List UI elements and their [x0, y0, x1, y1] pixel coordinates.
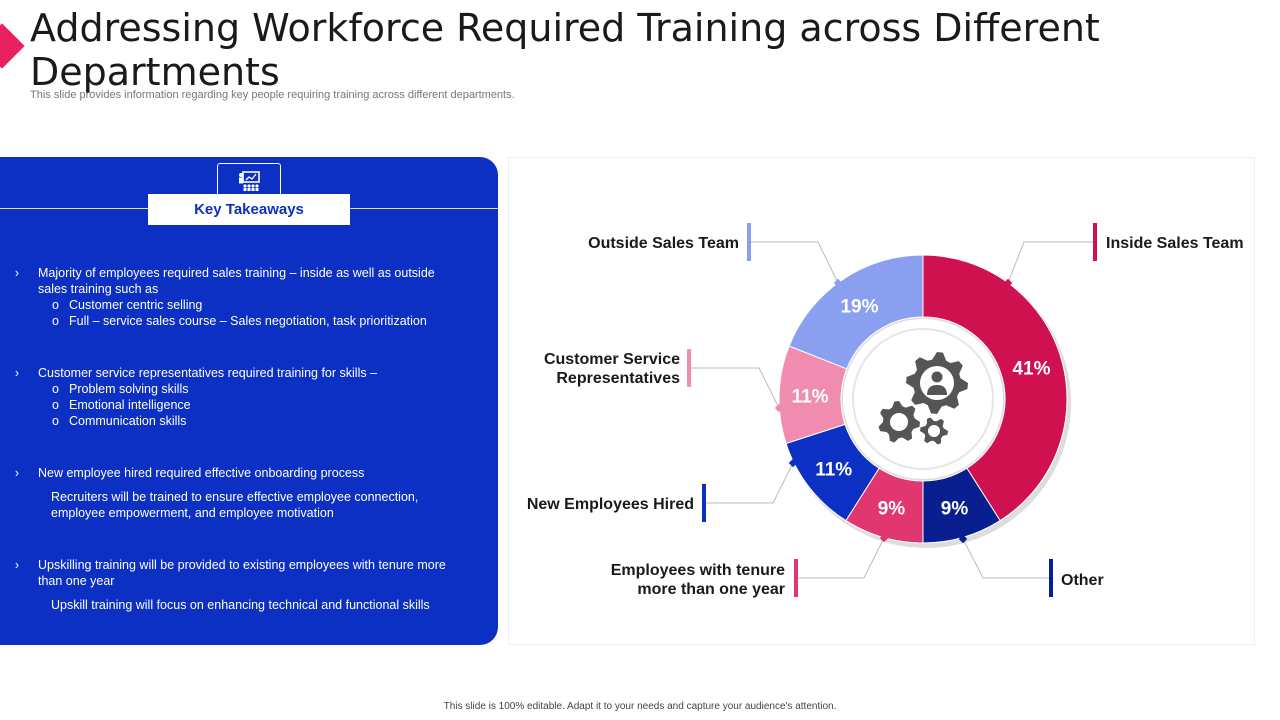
takeaway-subitem: Customer centric selling — [69, 298, 203, 312]
takeaway-item: › Majority of employees required sales tr… — [0, 265, 460, 329]
gear-hole — [928, 425, 940, 437]
person-body — [927, 385, 947, 395]
slice-category-label: Customer Service Representatives — [544, 351, 680, 387]
bullet-arrow: › — [14, 558, 20, 572]
leader-marker — [833, 278, 843, 288]
slice-category-label: Other — [1061, 572, 1104, 589]
slice-value-label: 19% — [840, 297, 878, 318]
leader-line — [690, 367, 780, 409]
bullet-arrow: › — [14, 466, 20, 480]
gears-person-icon — [878, 352, 968, 445]
slice-category-label: Employees with tenure more than one year — [611, 562, 785, 598]
takeaway-subitem: Communication skills — [69, 414, 187, 428]
leader-line — [797, 537, 885, 579]
leader-marker — [774, 403, 784, 413]
slice-category-label: Inside Sales Team — [1106, 235, 1244, 252]
takeaway-subitem: Problem solving skills — [69, 382, 189, 396]
page-title: Addressing Workforce Required Training a… — [30, 6, 1100, 94]
slice-category-label: New Employees Hired — [527, 496, 694, 513]
takeaway-subitem: Full – service sales course – Sales nego… — [69, 314, 427, 328]
person-head — [931, 371, 943, 383]
donut-slice — [922, 254, 1068, 522]
slice-value-label: 9% — [878, 499, 906, 520]
leader-line — [749, 241, 839, 284]
bullet-arrow: › — [14, 366, 20, 380]
takeaway-subitem: Emotional intelligence — [69, 398, 191, 412]
presentation-icon — [217, 163, 281, 197]
takeaway-text: Upskilling training will be provided to … — [38, 558, 446, 588]
takeaway-note: Upskill training will focus on enhancing… — [51, 598, 430, 612]
takeaway-text: Customer service representatives require… — [38, 366, 378, 380]
key-takeaways-heading: Key Takeaways — [148, 194, 350, 225]
leader-marker — [879, 533, 889, 543]
leader-marker — [788, 458, 798, 468]
slice-category-label: Outside Sales Team — [588, 235, 739, 252]
leader-line — [1007, 241, 1095, 284]
slice-value-label: 41% — [1012, 358, 1050, 379]
sub-bullet: o — [52, 382, 59, 396]
slice-value-label: 9% — [941, 499, 969, 520]
key-takeaways-panel: Key Takeaways › Majority of employees req… — [0, 157, 498, 645]
takeaway-item: › Upskilling training will be provided to… — [0, 557, 460, 613]
takeaway-item: › Customer service representatives requir… — [0, 365, 460, 429]
sub-bullet: o — [52, 298, 59, 312]
donut-inner-ring — [852, 328, 994, 470]
takeaway-note: Recruiters will be trained to ensure eff… — [51, 490, 419, 520]
leader-marker — [958, 534, 968, 544]
slice-value-label: 11% — [815, 459, 852, 480]
footer-note: This slide is 100% editable. Adapt it to… — [443, 701, 837, 712]
gear-hole — [890, 413, 908, 431]
page-subtitle: This slide provides information regardin… — [30, 89, 515, 101]
sub-bullet: o — [52, 398, 59, 412]
takeaway-item: › New employee hired required effective o… — [0, 465, 460, 521]
sub-bullet: o — [52, 414, 59, 428]
donut-slice — [788, 254, 924, 370]
bullet-arrow: › — [14, 266, 20, 280]
leader-line — [962, 538, 1050, 579]
leader-line — [704, 462, 794, 504]
sub-bullet: o — [52, 314, 59, 328]
slice-value-label: 11% — [792, 386, 829, 407]
takeaway-text: New employee hired required effective on… — [38, 466, 365, 480]
takeaway-text: Majority of employees required sales tra… — [38, 266, 435, 296]
leader-marker — [1003, 278, 1013, 288]
